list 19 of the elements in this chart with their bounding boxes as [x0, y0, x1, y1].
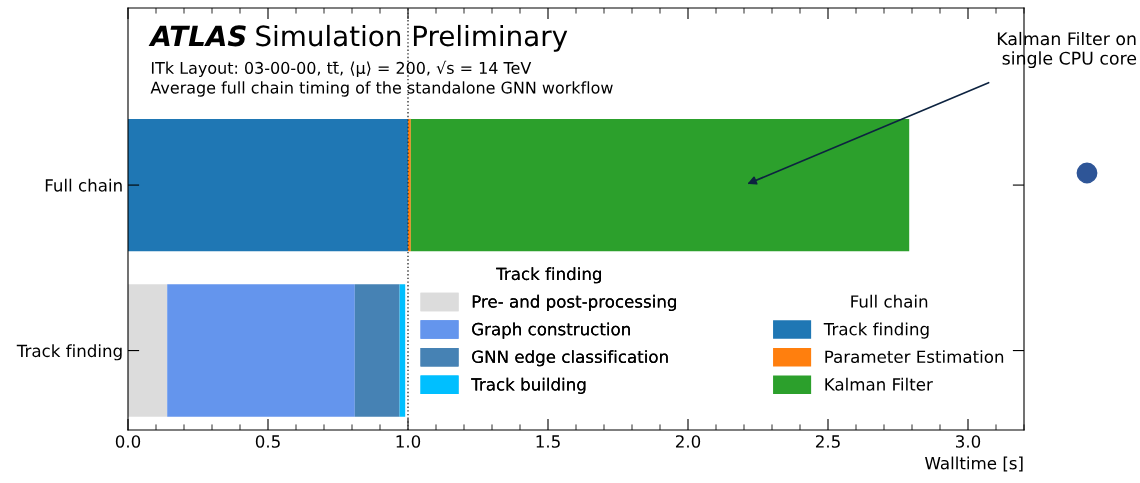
- x-tick-label: 2.5: [815, 435, 840, 448]
- x-tick-label: 1.5: [536, 435, 560, 448]
- legend-label: Track finding: [823, 322, 929, 339]
- x-tick-label: 0.5: [255, 435, 280, 448]
- legend-label: Graph construction: [472, 322, 630, 339]
- x-tick-label: 0.0: [115, 435, 141, 448]
- legend-label: GNN edge classification: [472, 350, 668, 367]
- legend-label: Pre- and post-processing: [472, 294, 676, 311]
- legend-label: Kalman Filter: [825, 377, 933, 391]
- category-label: Track finding: [496, 267, 601, 284]
- category-label: Full chain: [851, 294, 928, 308]
- x-tick-label: 2.0: [675, 435, 701, 448]
- legend-label: Track building: [471, 377, 586, 394]
- x-axis-title: Walltime [s]: [925, 456, 1023, 472]
- x-tick-label: 3.0: [956, 435, 981, 448]
- legend-label: Parameter Estimation: [825, 350, 1004, 364]
- text: ITk Layout: 03-00-00, tt̄, ⟨μ⟩ = 200, √s = 14 TeV Average full chain timing of the standalone GNN workflow: [150, 60, 613, 97]
- text: ATLAS Simulation Preliminary: [148, 24, 568, 52]
- x-tick-label: 1.0: [396, 435, 421, 448]
